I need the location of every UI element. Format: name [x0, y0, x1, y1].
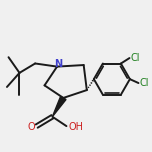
Text: Cl: Cl: [139, 78, 149, 88]
Text: O: O: [28, 122, 35, 132]
Text: Cl: Cl: [130, 53, 140, 63]
Text: N: N: [55, 59, 63, 69]
Polygon shape: [52, 96, 66, 117]
Text: OH: OH: [68, 122, 83, 132]
